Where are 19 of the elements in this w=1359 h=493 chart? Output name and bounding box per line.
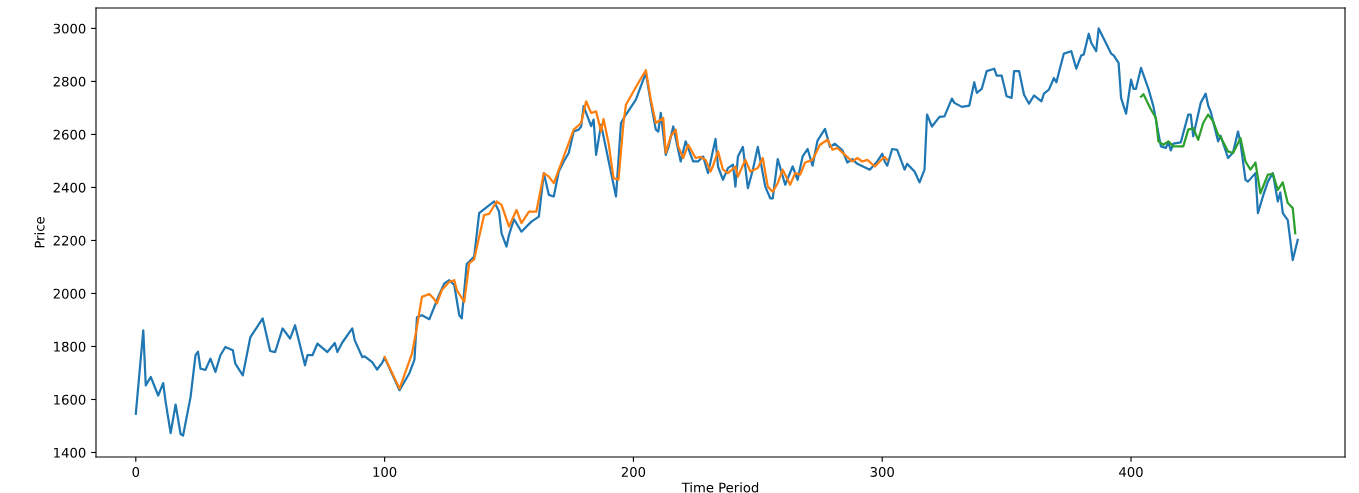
x-axis-title: Time Period	[681, 482, 759, 493]
x-tick-label: 100	[373, 466, 397, 477]
x-tick-label: 0	[132, 466, 140, 477]
x-tick-label: 300	[870, 466, 894, 477]
y-tick-label: 2800	[53, 76, 86, 87]
y-tick-label: 2600	[53, 129, 86, 140]
y-axis-title: Price	[34, 217, 45, 248]
y-tick-label: 1600	[54, 394, 86, 405]
y-tick-label: 2200	[53, 235, 86, 246]
line-series	[1139, 93, 1297, 235]
y-tick-label: 2400	[53, 182, 86, 193]
x-tick-label: 400	[1119, 466, 1143, 477]
y-tick-label: 2000	[53, 288, 86, 299]
y-tick-label: 3000	[53, 23, 86, 34]
y-tick-label: 1400	[54, 447, 86, 458]
x-tick-label: 200	[621, 466, 646, 477]
line-series	[134, 27, 1299, 437]
y-tick-label: 1800	[54, 341, 86, 352]
line-series	[383, 69, 889, 390]
